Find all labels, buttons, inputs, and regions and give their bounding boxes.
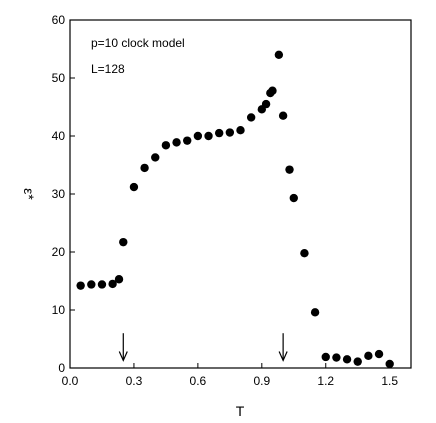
- y-tick-label: 20: [52, 245, 66, 259]
- data-point: [279, 112, 287, 120]
- arrow-annotations: [119, 333, 287, 360]
- data-point: [162, 141, 170, 149]
- data-point: [172, 138, 180, 146]
- data-point: [300, 249, 308, 257]
- data-point: [115, 275, 123, 283]
- data-point: [354, 357, 362, 365]
- data-point: [87, 280, 95, 288]
- data-point: [285, 165, 293, 173]
- y-tick-label: 50: [52, 71, 66, 85]
- data-point: [215, 129, 223, 137]
- data-point: [98, 280, 106, 288]
- x-tick-label: 0.9: [253, 374, 270, 388]
- data-point: [322, 353, 330, 361]
- data-point: [247, 113, 255, 121]
- data-point: [262, 100, 270, 108]
- data-point: [119, 238, 127, 246]
- x-axis-label: T: [236, 403, 245, 419]
- data-point: [204, 132, 212, 140]
- y-tick-label: 0: [58, 361, 65, 375]
- data-point: [140, 164, 148, 172]
- x-axis-ticks: 0.0 0.3 0.6 0.9 1.2 1.5: [62, 363, 399, 388]
- data-point: [76, 281, 84, 289]
- data-points: [76, 51, 393, 369]
- annotation-model: p=10 clock model: [91, 36, 185, 50]
- data-point: [364, 352, 372, 360]
- data-point: [375, 350, 383, 358]
- x-tick-label: 0.0: [62, 374, 79, 388]
- y-tick-label: 60: [52, 13, 66, 27]
- data-point: [290, 194, 298, 202]
- data-point: [311, 308, 319, 316]
- data-point: [236, 126, 244, 134]
- data-point: [343, 355, 351, 363]
- data-point: [332, 353, 340, 361]
- y-tick-label: 30: [52, 187, 66, 201]
- x-tick-label: 0.3: [126, 374, 143, 388]
- data-point: [268, 87, 276, 95]
- data-point: [226, 128, 234, 136]
- y-tick-label: 10: [52, 303, 66, 317]
- data-point: [385, 360, 393, 368]
- x-tick-label: 0.6: [190, 374, 207, 388]
- data-point: [130, 183, 138, 191]
- x-tick-label: 1.2: [317, 374, 334, 388]
- data-point: [151, 153, 159, 161]
- data-point: [194, 132, 202, 140]
- y-tick-label: 40: [52, 129, 66, 143]
- x-tick-label: 1.5: [381, 374, 398, 388]
- y-axis-ticks: 0 10 20 30 40 50 60: [52, 13, 75, 375]
- data-point: [275, 51, 283, 59]
- y-axis-label: ε*: [21, 188, 37, 200]
- data-point: [183, 136, 191, 144]
- annotation-size: L=128: [91, 62, 125, 76]
